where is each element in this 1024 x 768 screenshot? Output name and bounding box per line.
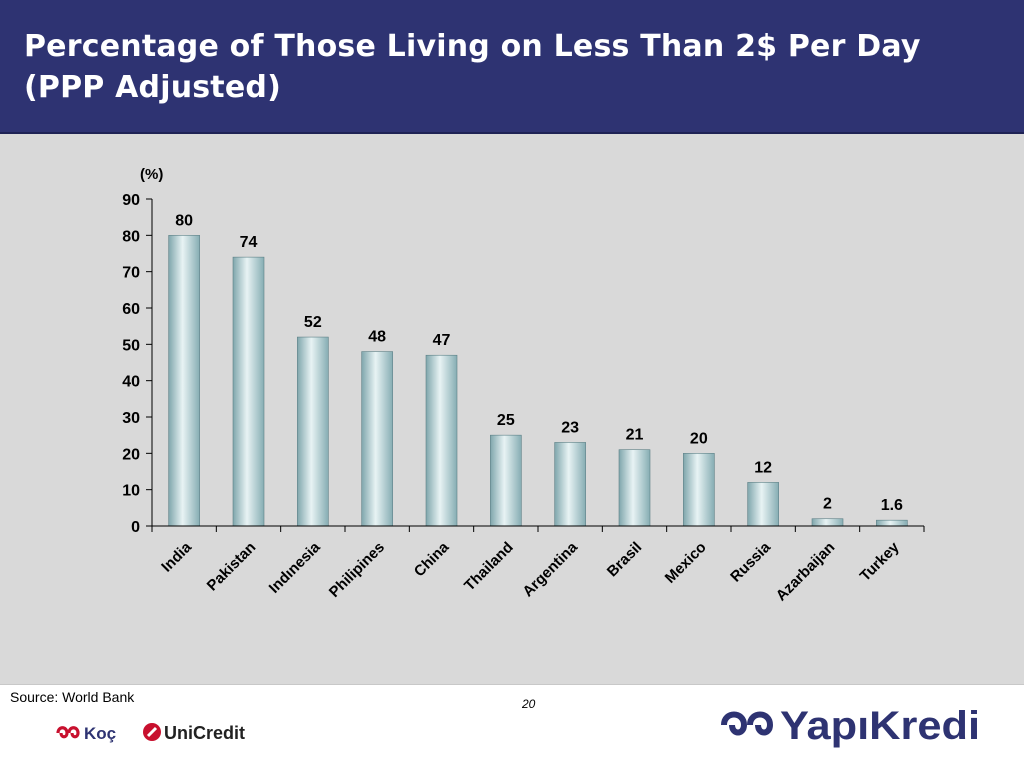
chart-area: (%) 0 10 20 30 40 50 60 70 80 90 80 74 52 48 47 25 23 21… xyxy=(0,134,1024,684)
bar xyxy=(361,351,393,527)
data-label: 74 xyxy=(240,234,258,251)
y-axis-label: (%) xyxy=(140,166,163,183)
x-tick-label: Azarbaijan xyxy=(773,539,839,605)
bar xyxy=(683,453,715,527)
data-label: 80 xyxy=(175,212,193,229)
y-axis: 0 10 20 30 40 50 60 70 80 90 xyxy=(122,192,153,536)
slide-footer: Source: World Bank 20 Koç UniCredit Yapı… xyxy=(0,684,1024,768)
data-label: 12 xyxy=(754,459,772,476)
y-tick-label: 50 xyxy=(122,337,140,354)
x-tick-label: Thailand xyxy=(461,539,517,595)
x-tick-label: Philipines xyxy=(326,539,388,601)
source-note: Source: World Bank xyxy=(10,689,135,705)
data-label: 25 xyxy=(497,412,515,429)
x-tick-label: Argentina xyxy=(519,538,581,600)
data-label: 1.6 xyxy=(881,497,903,514)
bar xyxy=(554,442,586,527)
unicredit-logo: UniCredit xyxy=(142,719,252,750)
koc-logo: Koç xyxy=(54,721,134,750)
slide-header: Percentage of Those Living on Less Than … xyxy=(0,0,1024,134)
svg-text:UniCredit: UniCredit xyxy=(164,723,245,743)
x-tick-label: Indınesia xyxy=(266,538,324,596)
data-label: 23 xyxy=(561,419,579,436)
slide-title: Percentage of Those Living on Less Than … xyxy=(24,29,921,105)
y-tick-label: 90 xyxy=(122,192,140,209)
data-label: 21 xyxy=(626,427,644,444)
svg-text:Koç: Koç xyxy=(84,724,116,743)
y-tick-label: 70 xyxy=(122,265,140,282)
bar xyxy=(490,434,522,527)
data-label: 2 xyxy=(823,496,832,513)
y-tick-label: 80 xyxy=(122,228,140,245)
bars xyxy=(168,235,908,527)
x-tick-label: Mexico xyxy=(662,539,710,587)
page-number: 20 xyxy=(522,697,536,711)
y-tick-label: 30 xyxy=(122,410,140,427)
data-labels: 80 74 52 48 47 25 23 21 20 12 2 1.6 xyxy=(175,212,903,514)
bar xyxy=(168,235,200,527)
y-tick-label: 20 xyxy=(122,446,140,463)
x-tick-label: Pakistan xyxy=(204,539,260,595)
bar xyxy=(425,354,458,527)
bar xyxy=(618,449,651,527)
yapikredi-logo: YapıKredi xyxy=(716,699,986,756)
data-label: 47 xyxy=(433,332,451,349)
x-tick-label: India xyxy=(158,538,195,575)
x-tick-label: Brasil xyxy=(604,539,646,581)
data-label: 20 xyxy=(690,430,708,447)
data-label: 48 xyxy=(368,329,386,346)
bar xyxy=(297,336,329,527)
x-tick-label: Russia xyxy=(727,538,774,585)
y-tick-label: 0 xyxy=(131,519,140,536)
bar xyxy=(747,482,779,527)
x-axis: India Pakistan Indınesia Philipines China Tha… xyxy=(151,525,925,605)
y-tick-label: 40 xyxy=(122,374,140,391)
x-tick-label: China xyxy=(411,538,453,580)
data-label: 52 xyxy=(304,314,322,331)
svg-text:YapıKredi: YapıKredi xyxy=(780,704,980,748)
y-tick-label: 60 xyxy=(122,301,140,318)
bar xyxy=(232,256,265,527)
y-tick-label: 10 xyxy=(122,483,140,500)
bar xyxy=(811,518,844,527)
x-tick-label: Turkey xyxy=(857,538,903,584)
bar xyxy=(876,519,908,527)
